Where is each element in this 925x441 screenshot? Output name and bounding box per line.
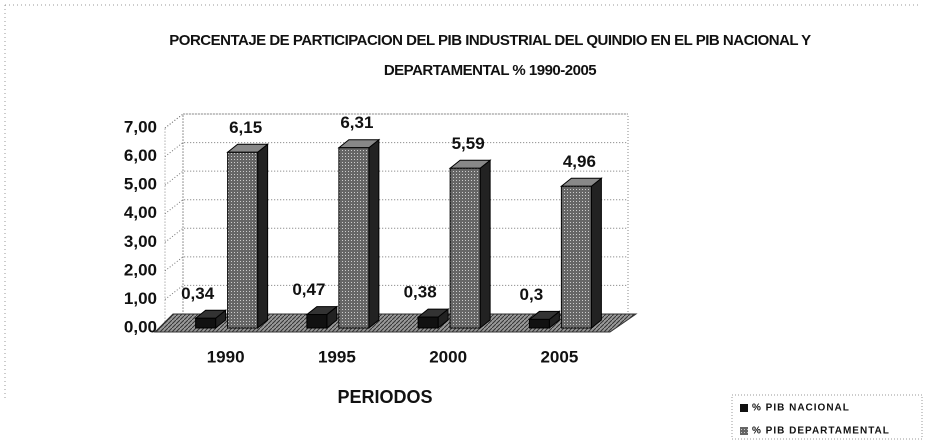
legend-swatch [740, 404, 748, 412]
y-tick-label: 0,00 [124, 317, 157, 336]
bar [449, 167, 481, 329]
floor [153, 313, 638, 333]
y-tick-label: 1,00 [124, 289, 157, 308]
bar [338, 147, 370, 329]
value-label: 5,59 [452, 134, 485, 153]
y-tick-label: 4,00 [124, 203, 157, 222]
legend-label: % PIB NACIONAL [752, 403, 850, 414]
legend-swatch [740, 427, 748, 435]
value-label: 0,34 [181, 284, 215, 303]
y-tick-label: 6,00 [124, 146, 157, 165]
bar-side [368, 138, 380, 330]
bar [560, 185, 592, 329]
value-label: 4,96 [563, 152, 596, 171]
bar [528, 318, 550, 329]
bar-side [590, 177, 602, 330]
bar [306, 314, 328, 329]
value-label: 0,3 [520, 285, 544, 304]
x-tick-label: 1990 [207, 347, 245, 366]
value-label: 6,15 [229, 118, 262, 137]
x-tick-label: 2005 [540, 347, 578, 366]
bar [417, 316, 439, 329]
chart-title: PORCENTAJE DE PARTICIPACION DEL PIB INDU… [169, 32, 811, 79]
value-label: 6,31 [340, 113, 373, 132]
value-label: 0,47 [292, 280, 325, 299]
y-tick-label: 2,00 [124, 260, 157, 279]
bar [195, 317, 217, 329]
x-tick-label: 1995 [318, 347, 356, 366]
bar-side [257, 143, 269, 330]
bar [227, 151, 259, 329]
x-tick-label: 2000 [429, 347, 467, 366]
y-tick-label: 7,00 [124, 117, 157, 136]
y-tick-label: 3,00 [124, 232, 157, 251]
x-axis-label: PERIODOS [337, 387, 432, 407]
bar-side [479, 159, 491, 330]
y-tick-label: 5,00 [124, 175, 157, 194]
legend-label: % PIB DEPARTAMENTAL [752, 426, 890, 437]
value-label: 0,38 [404, 283, 437, 302]
